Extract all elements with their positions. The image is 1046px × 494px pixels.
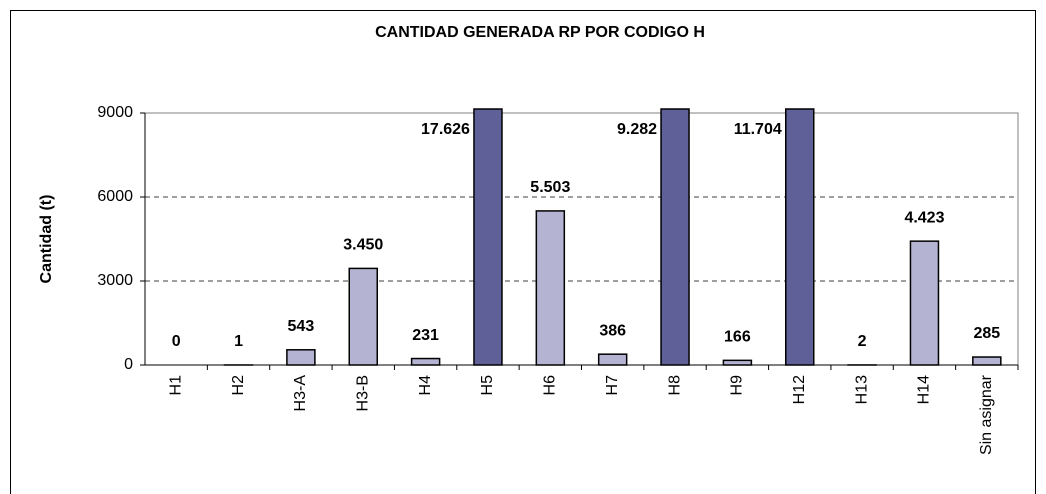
bars: [223, 108, 1002, 366]
x-tick-label: H2: [230, 375, 247, 396]
data-label: 4.423: [904, 209, 944, 226]
data-label: 1: [234, 333, 243, 350]
chart-title: CANTIDAD GENERADA RP POR CODIGO H: [375, 24, 705, 41]
bar: [660, 108, 690, 366]
bar: [597, 353, 628, 366]
data-label: 9.282: [617, 121, 657, 138]
data-label: 543: [288, 318, 315, 335]
plot-area: [144, 112, 1019, 366]
bar: [348, 267, 378, 366]
data-label: 3.450: [343, 237, 383, 254]
bar: [473, 108, 503, 366]
x-tick-label: H1: [167, 375, 184, 396]
x-tick-label: Sin asignar: [978, 374, 995, 455]
x-tick-label: H13: [853, 375, 870, 404]
data-label: 17.626: [421, 121, 470, 138]
data-label: 386: [599, 322, 626, 339]
data-label: 11.704: [734, 121, 782, 138]
data-label: 5.503: [530, 179, 570, 196]
x-tick-label: H3-B: [354, 375, 371, 411]
bar: [535, 210, 566, 366]
y-tick-label: 0: [124, 356, 133, 373]
x-tick-label: H7: [604, 375, 621, 396]
x-tick-label: H12: [791, 375, 808, 404]
x-tick-label: H3-A: [292, 375, 309, 412]
bar: [410, 357, 441, 366]
x-tick-label: H5: [479, 375, 496, 396]
x-tick-label: H14: [916, 375, 933, 404]
x-tick-label: H9: [729, 375, 746, 396]
data-label: 2: [858, 333, 867, 350]
x-tick-label: H6: [542, 375, 559, 396]
x-tick-label: H8: [666, 375, 683, 396]
x-tick-label: H4: [417, 375, 434, 396]
y-tick-label: 9000: [97, 104, 133, 121]
data-label: 166: [724, 329, 751, 346]
y-axis-label: Cantidad (t): [38, 195, 55, 284]
y-tick-label: 6000: [97, 188, 133, 205]
bar: [286, 349, 316, 366]
data-label: 0: [172, 333, 181, 350]
bar: [972, 356, 1002, 366]
y-tick-label: 3000: [97, 272, 133, 289]
bar: [909, 240, 940, 366]
data-label: 231: [412, 327, 439, 344]
data-label: 285: [973, 325, 1000, 342]
bar: [785, 108, 815, 366]
bar: [722, 359, 753, 366]
